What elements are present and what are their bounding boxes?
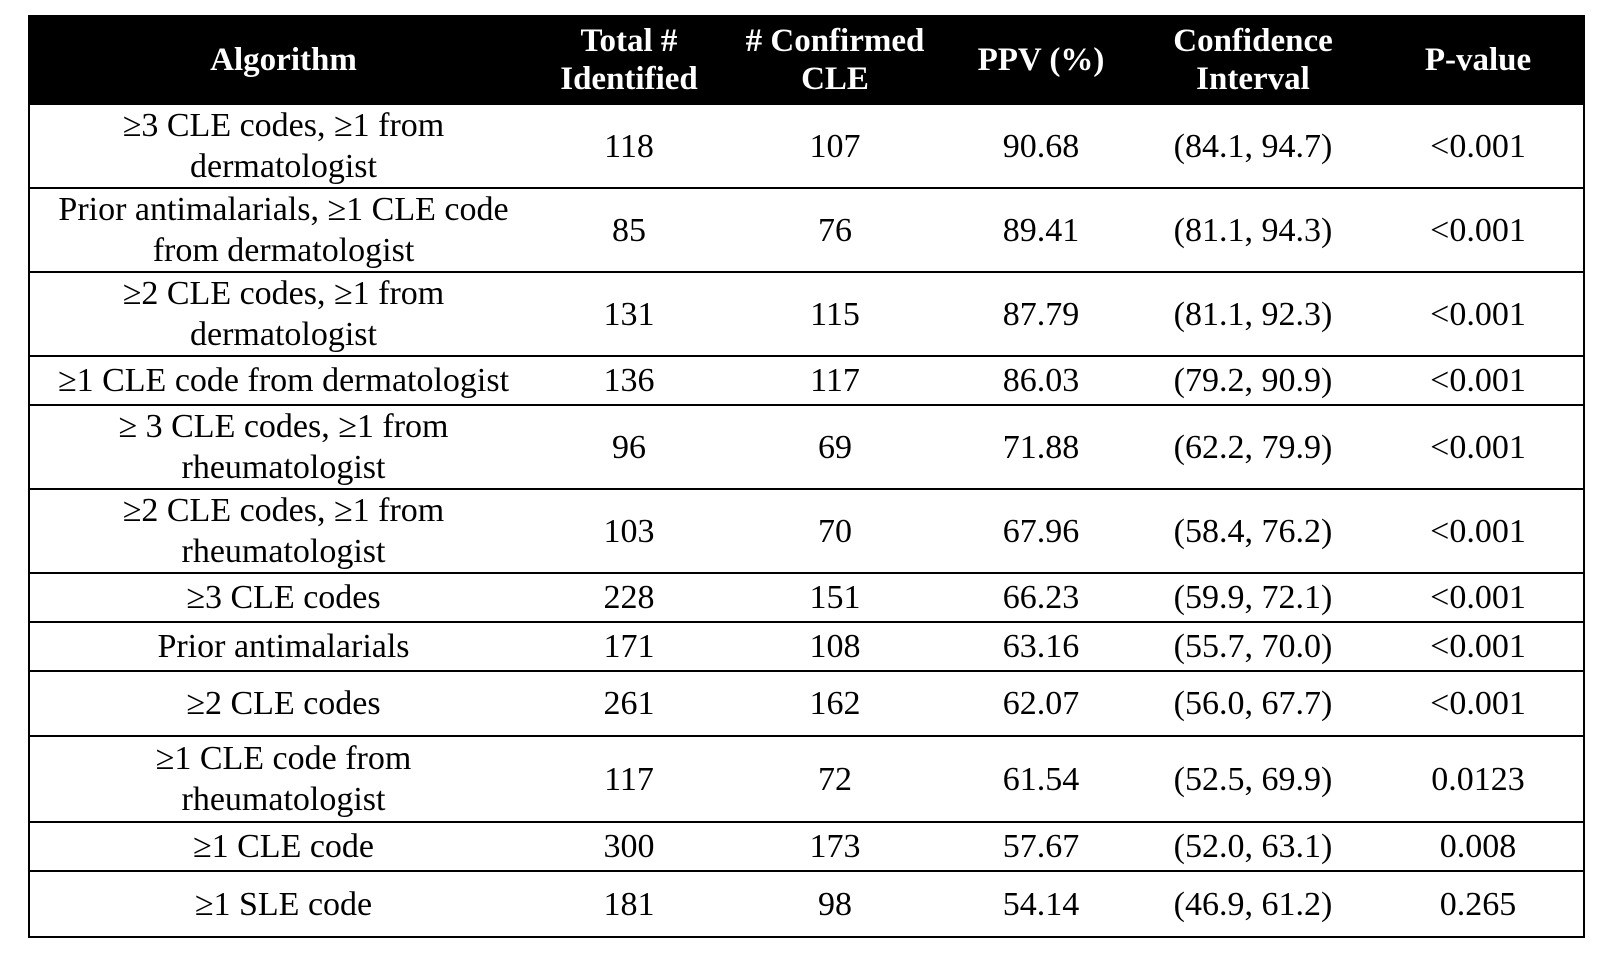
total-cell: 181 xyxy=(537,870,721,937)
table-body: ≥3 CLE codes, ≥1 from dermatologist 118 1… xyxy=(29,103,1584,937)
total-cell: 136 xyxy=(537,355,721,405)
pvalue-cell: <0.001 xyxy=(1373,187,1584,272)
ppv-cell: 62.07 xyxy=(949,670,1133,736)
total-cell: 228 xyxy=(537,572,721,622)
table-row: ≥ 3 CLE codes, ≥1 from rheumatologist 96 … xyxy=(29,404,1584,489)
header-confidence-interval: Confidence Interval xyxy=(1133,16,1373,104)
algorithm-cell: ≥1 SLE code xyxy=(29,870,537,937)
confirmed-cell: 72 xyxy=(721,735,949,822)
table-row: ≥2 CLE codes 261 162 62.07 (56.0, 67.7) … xyxy=(29,670,1584,736)
ppv-cell: 86.03 xyxy=(949,355,1133,405)
ci-cell: (59.9, 72.1) xyxy=(1133,572,1373,622)
confirmed-cell: 76 xyxy=(721,187,949,272)
algorithm-cell: ≥3 CLE codes, ≥1 from dermatologist xyxy=(29,103,537,188)
confirmed-cell: 98 xyxy=(721,870,949,937)
confirmed-cell: 162 xyxy=(721,670,949,736)
pvalue-cell: <0.001 xyxy=(1373,572,1584,622)
algorithm-cell: Prior antimalarials xyxy=(29,621,537,671)
total-cell: 118 xyxy=(537,103,721,188)
confirmed-cell: 70 xyxy=(721,488,949,573)
pvalue-cell: <0.001 xyxy=(1373,488,1584,573)
ppv-cell: 89.41 xyxy=(949,187,1133,272)
ci-cell: (81.1, 92.3) xyxy=(1133,271,1373,356)
confirmed-cell: 173 xyxy=(721,821,949,871)
algorithm-cell: ≥2 CLE codes, ≥1 from rheumatologist xyxy=(29,488,537,573)
ppv-cell: 71.88 xyxy=(949,404,1133,489)
confirmed-cell: 107 xyxy=(721,103,949,188)
header-ppv: PPV (%) xyxy=(949,16,1133,104)
header-algorithm: Algorithm xyxy=(29,16,537,104)
confirmed-cell: 115 xyxy=(721,271,949,356)
header-confirmed-cle: # Confirmed CLE xyxy=(721,16,949,104)
header-p-value: P-value xyxy=(1373,16,1584,104)
ppv-cell: 57.67 xyxy=(949,821,1133,871)
table-row: ≥2 CLE codes, ≥1 from rheumatologist 103 … xyxy=(29,488,1584,573)
ci-cell: (62.2, 79.9) xyxy=(1133,404,1373,489)
confirmed-cell: 151 xyxy=(721,572,949,622)
total-cell: 131 xyxy=(537,271,721,356)
table-row: Prior antimalarials, ≥1 CLE code from der… xyxy=(29,187,1584,272)
header-total-identified: Total # Identified xyxy=(537,16,721,104)
ppv-cell: 87.79 xyxy=(949,271,1133,356)
ci-cell: (79.2, 90.9) xyxy=(1133,355,1373,405)
table-row: ≥1 CLE code from rheumatologist 117 72 61… xyxy=(29,735,1584,822)
algorithm-cell: ≥2 CLE codes xyxy=(29,670,537,736)
pvalue-cell: <0.001 xyxy=(1373,621,1584,671)
ppv-results-table: Algorithm Total # Identified # Confirmed C… xyxy=(28,15,1585,938)
table-row: ≥3 CLE codes 228 151 66.23 (59.9, 72.1) … xyxy=(29,572,1584,622)
pvalue-cell: <0.001 xyxy=(1373,670,1584,736)
table-row: ≥1 CLE code 300 173 57.67 (52.0, 63.1) 0… xyxy=(29,821,1584,871)
ci-cell: (84.1, 94.7) xyxy=(1133,103,1373,188)
ppv-cell: 63.16 xyxy=(949,621,1133,671)
pvalue-cell: <0.001 xyxy=(1373,271,1584,356)
ppv-cell: 66.23 xyxy=(949,572,1133,622)
total-cell: 96 xyxy=(537,404,721,489)
total-cell: 300 xyxy=(537,821,721,871)
table-row: ≥1 CLE code from dermatologist 136 117 8… xyxy=(29,355,1584,405)
ppv-cell: 67.96 xyxy=(949,488,1133,573)
confirmed-cell: 117 xyxy=(721,355,949,405)
table-row: Prior antimalarials 171 108 63.16 (55.7,… xyxy=(29,621,1584,671)
total-cell: 103 xyxy=(537,488,721,573)
ci-cell: (55.7, 70.0) xyxy=(1133,621,1373,671)
confirmed-cell: 69 xyxy=(721,404,949,489)
ci-cell: (46.9, 61.2) xyxy=(1133,870,1373,937)
pvalue-cell: <0.001 xyxy=(1373,103,1584,188)
table-row: ≥2 CLE codes, ≥1 from dermatologist 131 1… xyxy=(29,271,1584,356)
ci-cell: (58.4, 76.2) xyxy=(1133,488,1373,573)
algorithm-cell: Prior antimalarials, ≥1 CLE code from der… xyxy=(29,187,537,272)
total-cell: 261 xyxy=(537,670,721,736)
ci-cell: (52.5, 69.9) xyxy=(1133,735,1373,822)
algorithm-cell: ≥3 CLE codes xyxy=(29,572,537,622)
table-row: ≥1 SLE code 181 98 54.14 (46.9, 61.2) 0.… xyxy=(29,870,1584,937)
algorithm-cell: ≥1 CLE code from rheumatologist xyxy=(29,735,537,822)
algorithm-cell: ≥2 CLE codes, ≥1 from dermatologist xyxy=(29,271,537,356)
table-header: Algorithm Total # Identified # Confirmed C… xyxy=(29,16,1584,104)
pvalue-cell: <0.001 xyxy=(1373,404,1584,489)
pvalue-cell: <0.001 xyxy=(1373,355,1584,405)
ci-cell: (52.0, 63.1) xyxy=(1133,821,1373,871)
ci-cell: (81.1, 94.3) xyxy=(1133,187,1373,272)
algorithm-cell: ≥1 CLE code from dermatologist xyxy=(29,355,537,405)
ppv-cell: 54.14 xyxy=(949,870,1133,937)
header-row: Algorithm Total # Identified # Confirmed C… xyxy=(29,16,1584,104)
total-cell: 85 xyxy=(537,187,721,272)
pvalue-cell: 0.008 xyxy=(1373,821,1584,871)
confirmed-cell: 108 xyxy=(721,621,949,671)
total-cell: 117 xyxy=(537,735,721,822)
algorithm-cell: ≥ 3 CLE codes, ≥1 from rheumatologist xyxy=(29,404,537,489)
algorithm-cell: ≥1 CLE code xyxy=(29,821,537,871)
ppv-cell: 61.54 xyxy=(949,735,1133,822)
pvalue-cell: 0.0123 xyxy=(1373,735,1584,822)
total-cell: 171 xyxy=(537,621,721,671)
pvalue-cell: 0.265 xyxy=(1373,870,1584,937)
table-row: ≥3 CLE codes, ≥1 from dermatologist 118 1… xyxy=(29,103,1584,188)
ppv-cell: 90.68 xyxy=(949,103,1133,188)
ci-cell: (56.0, 67.7) xyxy=(1133,670,1373,736)
